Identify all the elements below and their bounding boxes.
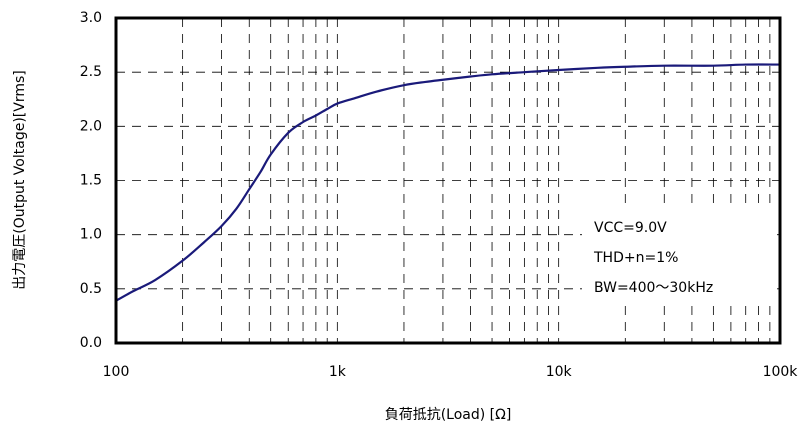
y-tick-labels: 0.0 0.5 1.0 1.5 2.0 2.5 3.0 (80, 10, 102, 351)
x-tick-label: 1k (329, 364, 347, 380)
plot-frame (114, 16, 782, 345)
series-line (115, 63, 781, 302)
annotation-vcc: VCC=9.0V (594, 220, 667, 236)
y-tick-label: 3.0 (80, 10, 102, 26)
annotation-box (582, 205, 777, 305)
annotation-bw: BW=400～30kHz (594, 280, 713, 296)
y-tick-label: 1.5 (80, 173, 102, 189)
y-tick-label: 2.0 (80, 118, 102, 134)
y-tick-label: 0.5 (80, 281, 102, 297)
x-axis-title: 負荷抵抗(Load) [Ω] (385, 407, 512, 423)
y-tick-label: 1.0 (80, 227, 102, 243)
x-tick-label: 100 (103, 364, 130, 380)
y-tick-label: 0.0 (80, 335, 102, 351)
y-axis-title: 出力電圧(Output Voltage)[Vrms] (12, 70, 28, 289)
annotation-thd: THD+n=1% (593, 250, 678, 266)
y-tick-label: 2.5 (80, 64, 102, 80)
x-tick-label: 10k (546, 364, 573, 380)
x-tick-label: 100k (763, 364, 799, 380)
x-tick-labels: 100 1k 10k 100k (103, 364, 799, 380)
